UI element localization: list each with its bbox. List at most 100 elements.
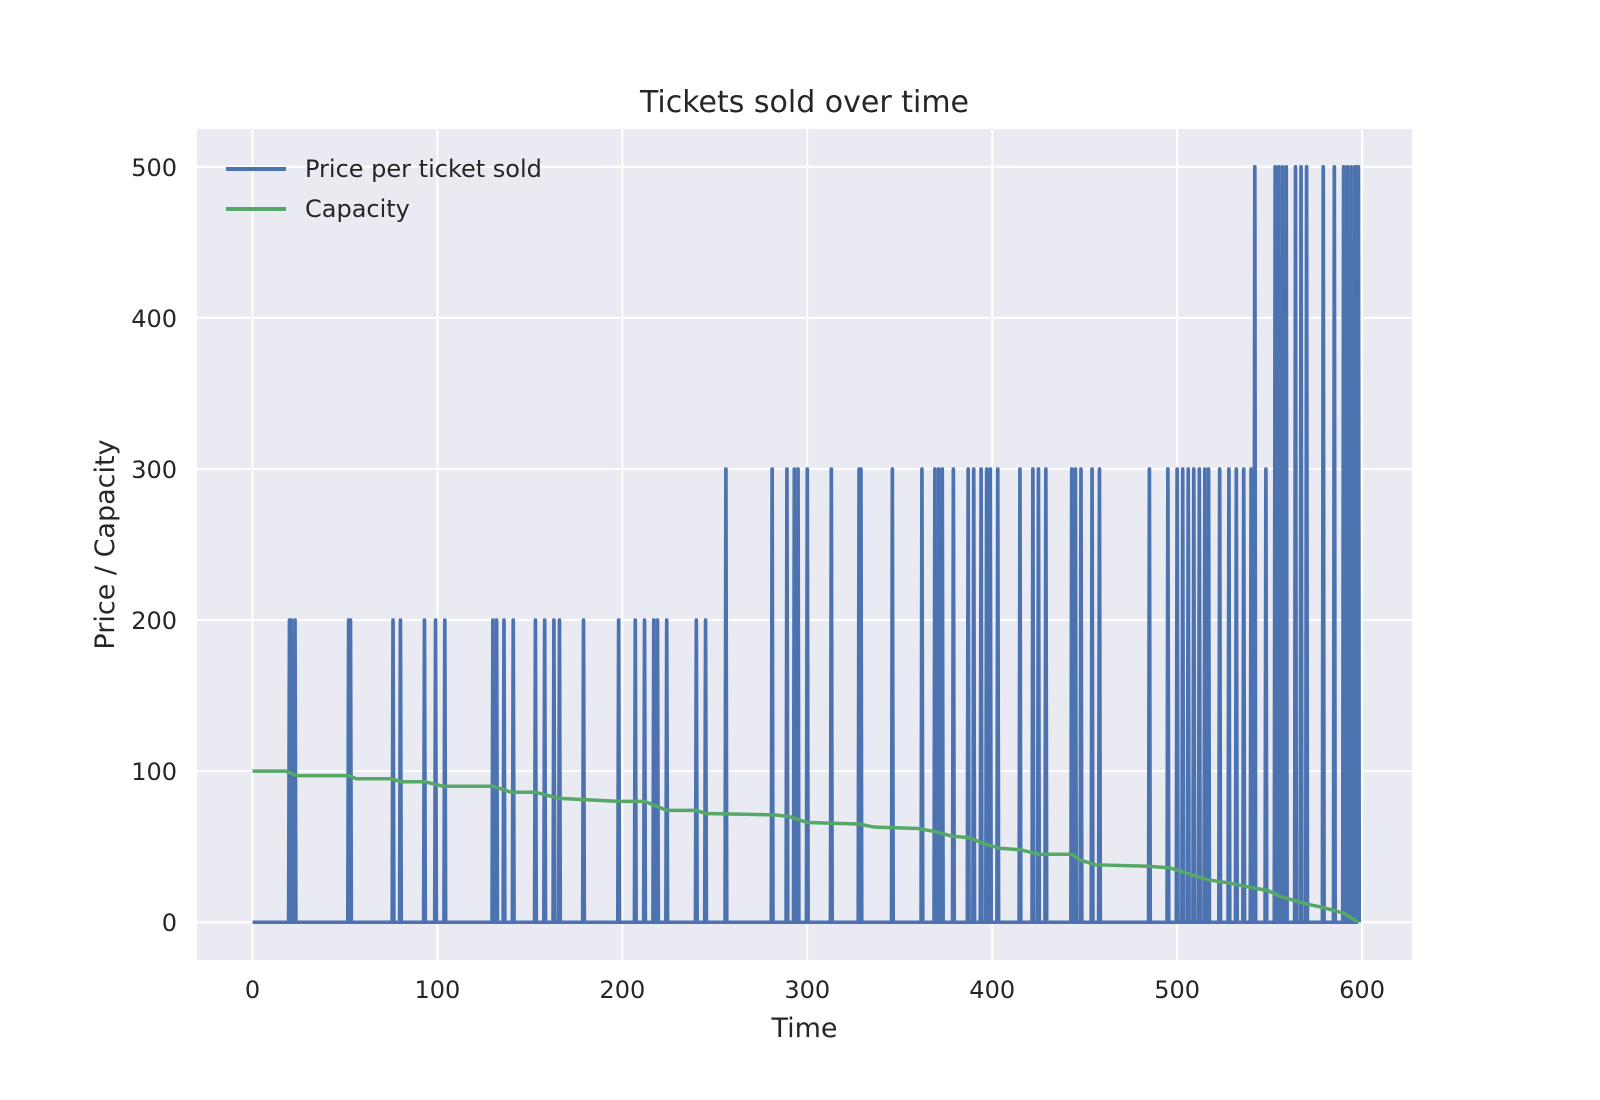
price-spike xyxy=(551,618,557,923)
x-tick-label: 300 xyxy=(784,976,830,1004)
price-spike xyxy=(784,467,790,923)
price-spike xyxy=(1292,165,1299,923)
price-spike xyxy=(532,618,539,923)
x-tick-label: 0 xyxy=(245,976,260,1004)
price-spike xyxy=(490,618,496,923)
price-spike xyxy=(702,618,709,923)
tick-labels: 0 100 200 300 400 500 600 0 100 200 300 400 500 xyxy=(131,154,1385,1004)
y-tick-label: 500 xyxy=(131,154,177,182)
x-tick-label: 600 xyxy=(1339,976,1385,1004)
price-spike xyxy=(1205,467,1212,923)
price-spike xyxy=(1348,165,1354,923)
price-spike xyxy=(1043,467,1049,923)
price-spike xyxy=(1303,165,1310,923)
price-spike xyxy=(1263,467,1269,923)
y-axis-label: Price / Capacity xyxy=(90,439,121,649)
price-spike xyxy=(493,618,500,923)
price-spike xyxy=(858,467,864,923)
price-spike xyxy=(641,618,648,923)
price-spike xyxy=(971,467,977,923)
price-spike xyxy=(1355,165,1362,923)
legend-label-capacity: Capacity xyxy=(305,195,410,223)
price-spike xyxy=(292,618,298,923)
price-spike xyxy=(950,467,957,923)
price-spike xyxy=(1344,165,1350,923)
y-tick-label: 100 xyxy=(131,758,177,786)
price-spike xyxy=(580,618,587,923)
price-spike xyxy=(1089,467,1095,923)
price-spike xyxy=(510,618,516,923)
series-layer xyxy=(252,165,1362,924)
price-spike xyxy=(1217,467,1223,923)
price-spike xyxy=(1279,165,1286,923)
price-spike xyxy=(541,618,548,923)
price-spike xyxy=(1078,467,1084,923)
x-axis-label: Time xyxy=(770,1013,837,1044)
price-spike xyxy=(1017,467,1023,923)
price-spike xyxy=(1276,165,1282,923)
price-spike xyxy=(654,618,661,923)
price-spike xyxy=(421,618,428,923)
price-spike xyxy=(397,618,404,923)
price-spike xyxy=(1165,467,1171,923)
price-spike xyxy=(995,467,1001,923)
price-spike xyxy=(1241,467,1247,923)
price-spike xyxy=(1233,467,1239,923)
price-spike xyxy=(651,618,657,923)
price-spike xyxy=(1283,165,1289,923)
capacity-line xyxy=(252,769,1360,924)
price-spike xyxy=(795,467,801,923)
x-tick-label: 400 xyxy=(969,976,1015,1004)
price-spike xyxy=(932,467,938,923)
price-spike xyxy=(1096,467,1103,923)
price-spike xyxy=(919,467,925,923)
price-spike xyxy=(1196,467,1202,923)
price-spike xyxy=(723,467,729,923)
price-spike xyxy=(1146,467,1153,923)
price-spike xyxy=(432,618,439,923)
price-spike xyxy=(442,618,448,923)
price-spike xyxy=(1320,165,1326,923)
y-tick-label: 300 xyxy=(131,456,177,484)
price-spike xyxy=(1072,467,1079,923)
chart-title: Tickets sold over time xyxy=(639,85,969,120)
price-spike xyxy=(828,467,834,923)
price-spike xyxy=(1340,165,1347,923)
x-tick-label: 500 xyxy=(1154,976,1200,1004)
price-spike xyxy=(347,618,354,923)
price-spike xyxy=(1298,165,1304,923)
price-spike xyxy=(1174,467,1180,923)
price-spike xyxy=(615,618,622,923)
price-spike xyxy=(501,618,507,923)
price-spike xyxy=(693,618,699,923)
price-spike xyxy=(1272,165,1278,923)
y-tick-label: 200 xyxy=(131,607,177,635)
price-spike xyxy=(939,467,945,923)
price-spike xyxy=(1202,467,1208,923)
price-spike xyxy=(1331,165,1337,923)
x-tick-label: 100 xyxy=(415,976,461,1004)
y-tick-label: 0 xyxy=(162,909,177,937)
price-spike xyxy=(889,467,896,923)
price-spike xyxy=(632,618,638,923)
price-spike xyxy=(1069,467,1075,923)
price-spike xyxy=(288,618,294,923)
price-spike xyxy=(769,467,775,923)
legend-label-price: Price per ticket sold xyxy=(305,155,542,183)
price-spike xyxy=(1185,467,1191,923)
price-spike xyxy=(664,618,670,923)
y-tick-label: 400 xyxy=(131,305,177,333)
price-spike xyxy=(987,467,994,923)
price-spike xyxy=(1035,467,1042,923)
price-spike xyxy=(1248,467,1254,923)
price-spike xyxy=(1252,165,1258,923)
price-spike xyxy=(965,467,971,923)
price-spike xyxy=(556,618,563,923)
price-spike xyxy=(978,467,984,923)
price-spike xyxy=(1191,467,1197,923)
x-tick-label: 200 xyxy=(599,976,645,1004)
price-spike xyxy=(804,467,810,923)
price-spike xyxy=(935,467,942,923)
price-spike xyxy=(791,467,798,923)
